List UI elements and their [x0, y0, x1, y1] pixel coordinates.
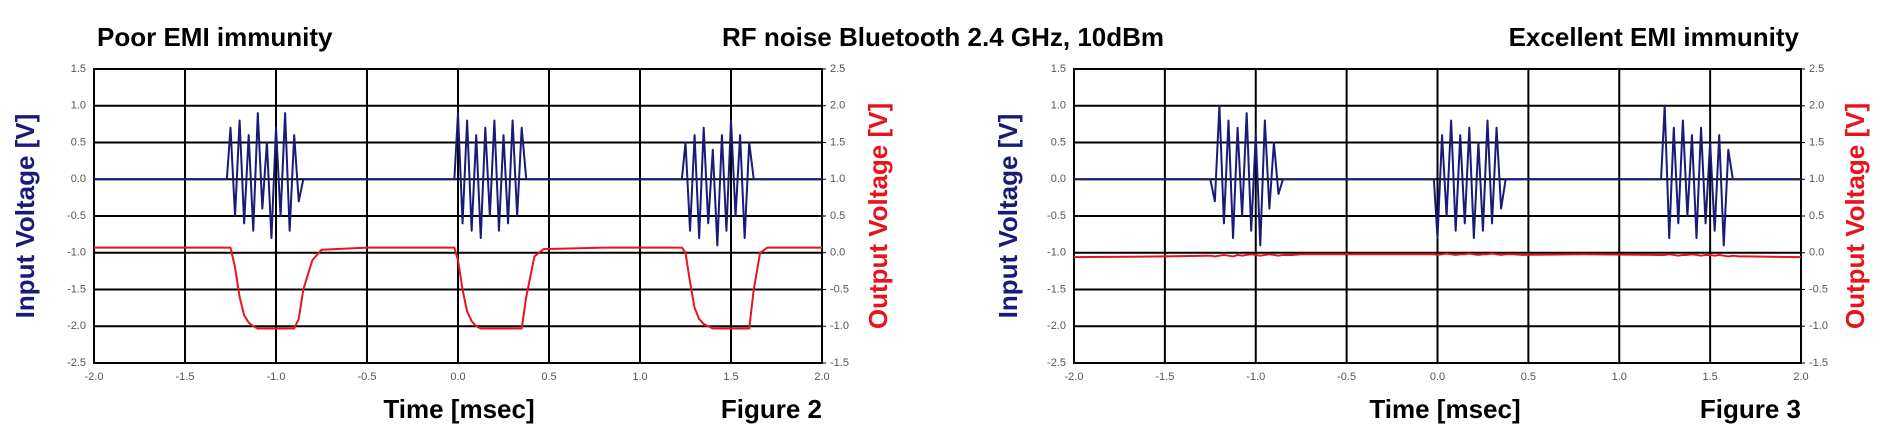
x-tick-label: 1.0 [1612, 371, 1627, 383]
y-tick-label: -2.5 [1047, 357, 1066, 369]
y-tick-label: 1.5 [1051, 63, 1066, 75]
y-tick-label: 1.5 [71, 63, 86, 75]
y-tick-label: 0.5 [71, 136, 86, 148]
caption: Figure 3 [1700, 394, 1801, 424]
data-line [1073, 252, 1802, 259]
x-tick-label: 0.0 [450, 371, 465, 383]
y2-tick-label: -0.5 [830, 283, 849, 295]
x-tick-label: 0.5 [541, 371, 556, 383]
y2-axis-label: Output Voltage [V] [863, 103, 893, 329]
data-line [94, 112, 822, 247]
x-tick-label: -1.0 [1246, 371, 1265, 383]
y-tick-label: -2.0 [1047, 320, 1066, 332]
y2-tick-label: 0.0 [1809, 247, 1824, 259]
x-tick-label: 0.0 [1430, 371, 1445, 383]
y-tick-label: 1.0 [71, 100, 86, 112]
x-tick-label: -2.0 [1065, 371, 1084, 383]
y2-tick-label: -0.5 [1809, 283, 1828, 295]
y2-tick-label: 0.5 [830, 210, 845, 222]
y2-tick-label: -1.5 [830, 357, 849, 369]
x-tick-label: -1.5 [176, 371, 195, 383]
y2-tick-label: 2.5 [1809, 63, 1824, 75]
x-tick-label: 1.5 [723, 371, 738, 383]
y-axis-label: Input Voltage [V] [993, 114, 1023, 319]
y2-tick-label: 1.0 [1809, 173, 1824, 185]
y-axis-label: Input Voltage [V] [10, 114, 40, 319]
y-tick-label: -1.0 [67, 247, 86, 259]
caption: Figure 2 [721, 394, 822, 424]
x-axis-label: Time [msec] [1369, 394, 1520, 424]
y-tick-label: 0.5 [1051, 136, 1066, 148]
chart-title: Poor EMI immunity [97, 22, 333, 52]
y2-tick-label: -1.5 [1809, 357, 1828, 369]
x-tick-label: 1.5 [1702, 371, 1717, 383]
y2-tick-label: 2.0 [1809, 100, 1824, 112]
x-tick-label: 0.5 [1521, 371, 1536, 383]
y-tick-label: 1.0 [1051, 100, 1066, 112]
x-tick-label: -2.0 [85, 371, 104, 383]
x-tick-label: -0.5 [1337, 371, 1356, 383]
y2-tick-label: 1.5 [1809, 136, 1824, 148]
y2-tick-label: 1.0 [830, 173, 845, 185]
x-tick-label: -0.5 [358, 371, 377, 383]
heading: RF noise Bluetooth 2.4 GHz, 10dBm [722, 22, 1164, 52]
y2-tick-label: -1.0 [1809, 320, 1828, 332]
y2-tick-label: 1.5 [830, 136, 845, 148]
y-tick-label: 0.0 [71, 173, 86, 185]
y2-tick-label: 2.0 [830, 100, 845, 112]
x-tick-label: 2.0 [814, 371, 829, 383]
y-tick-label: 0.0 [1051, 173, 1066, 185]
chart-title: Excellent EMI immunity [1509, 22, 1800, 52]
y2-tick-label: 2.5 [830, 63, 845, 75]
y-tick-label: -1.0 [1047, 247, 1066, 259]
x-tick-label: 2.0 [1793, 371, 1808, 383]
y2-tick-label: 0.5 [1809, 210, 1824, 222]
x-axis-label: Time [msec] [383, 394, 534, 424]
x-tick-label: 1.0 [632, 371, 647, 383]
y-tick-label: -0.5 [1047, 210, 1066, 222]
x-tick-label: -1.5 [1155, 371, 1174, 383]
y-tick-label: -0.5 [67, 210, 86, 222]
y-tick-label: -2.5 [67, 357, 86, 369]
y2-tick-label: 0.0 [830, 247, 845, 259]
y2-tick-label: -1.0 [830, 320, 849, 332]
y-tick-label: -1.5 [67, 283, 86, 295]
data-line [1074, 104, 1801, 247]
plot-border [93, 68, 823, 364]
y-tick-label: -2.0 [67, 320, 86, 332]
data-line [94, 246, 822, 330]
plot-border [1073, 68, 1802, 364]
y2-axis-label: Output Voltage [V] [1840, 103, 1870, 329]
x-tick-label: -1.0 [267, 371, 286, 383]
y-tick-label: -1.5 [1047, 283, 1066, 295]
